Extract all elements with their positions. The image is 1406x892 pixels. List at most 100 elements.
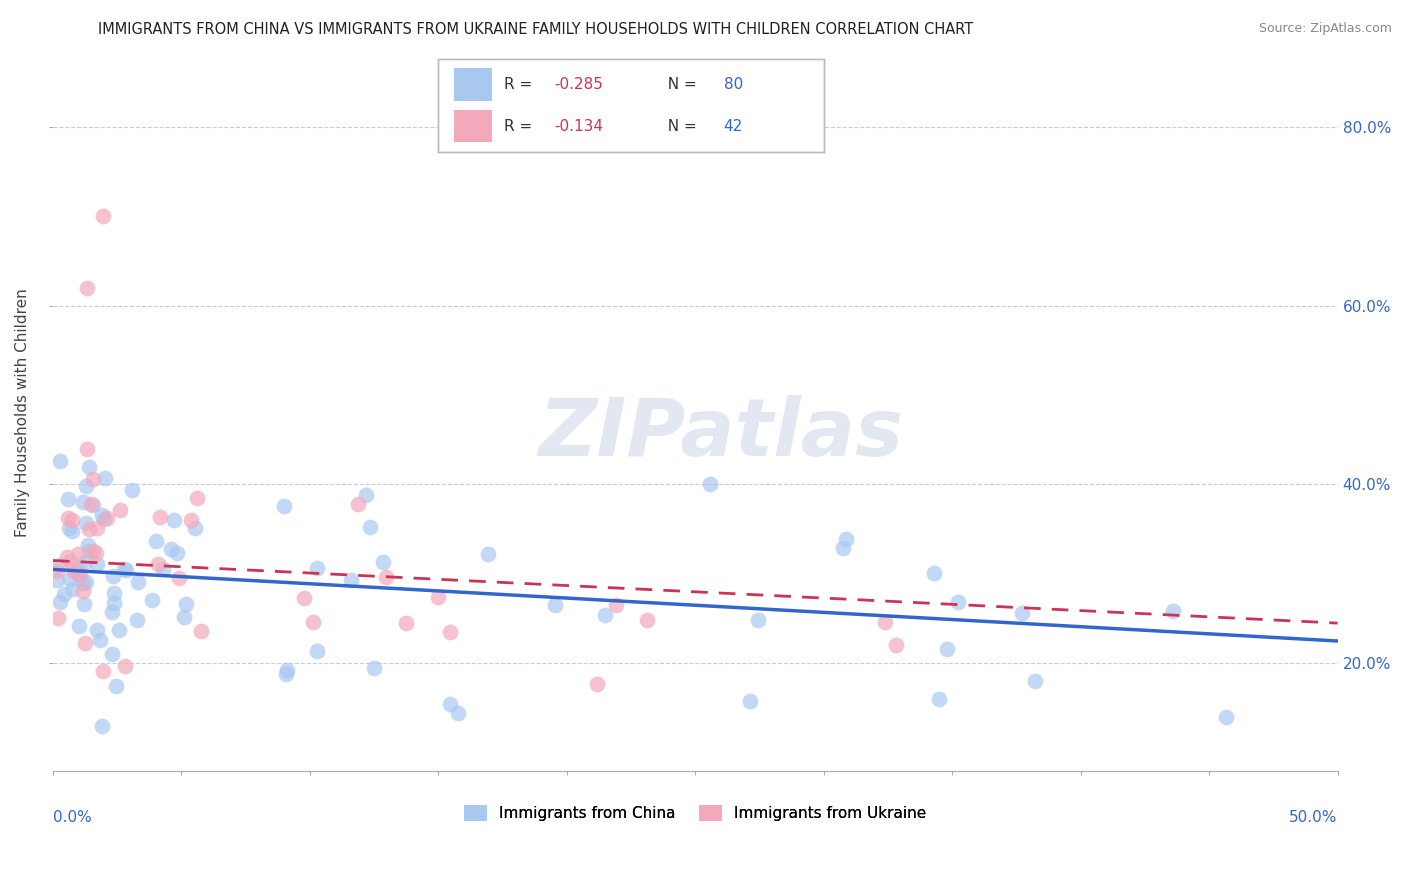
- Point: [75, 516, 97, 531]
- Point: [163, 513, 186, 527]
- Point: [832, 541, 855, 555]
- Point: [347, 497, 370, 511]
- Point: [46, 611, 69, 625]
- Point: [59, 572, 82, 586]
- Point: [60, 524, 83, 539]
- Point: [96, 511, 118, 525]
- Point: [91, 209, 114, 223]
- Point: [84, 546, 107, 560]
- Point: [90, 508, 112, 522]
- Point: [160, 541, 183, 556]
- Point: [363, 661, 385, 675]
- Point: [77, 459, 100, 474]
- Point: [82, 499, 104, 513]
- Point: [91, 664, 114, 678]
- Point: [340, 573, 363, 587]
- Text: IMMIGRANTS FROM CHINA VS IMMIGRANTS FROM UKRAINE FAMILY HOUSEHOLDS WITH CHILDREN: IMMIGRANTS FROM CHINA VS IMMIGRANTS FROM…: [98, 22, 974, 37]
- Point: [59, 553, 82, 567]
- Point: [49, 454, 72, 468]
- Point: [121, 483, 143, 497]
- Point: [58, 521, 80, 535]
- Point: [148, 509, 170, 524]
- Point: [48, 595, 70, 609]
- Point: [72, 495, 94, 509]
- Point: [359, 520, 381, 534]
- Point: [145, 533, 167, 548]
- Point: [1161, 604, 1184, 618]
- Point: [184, 521, 207, 535]
- Point: [86, 557, 108, 571]
- Point: [148, 558, 170, 572]
- Point: [305, 643, 328, 657]
- Point: [52, 587, 75, 601]
- Point: [56, 510, 79, 524]
- Point: [447, 706, 470, 720]
- Point: [46, 564, 69, 578]
- Point: [56, 492, 79, 507]
- Point: [75, 575, 97, 590]
- Point: [69, 567, 91, 582]
- Point: [76, 281, 98, 295]
- Point: [738, 694, 761, 708]
- Point: [946, 595, 969, 609]
- Point: [72, 575, 94, 590]
- Text: Source: ZipAtlas.com: Source: ZipAtlas.com: [1258, 22, 1392, 36]
- Point: [75, 635, 97, 649]
- Point: [1215, 710, 1237, 724]
- Point: [115, 563, 138, 577]
- Point: [354, 487, 377, 501]
- Point: [103, 596, 125, 610]
- Point: [62, 564, 84, 578]
- Point: [90, 719, 112, 733]
- Point: [82, 544, 104, 558]
- Point: [292, 591, 315, 605]
- Legend: Immigrants from China, Immigrants from Ukraine: Immigrants from China, Immigrants from U…: [458, 799, 932, 828]
- Point: [114, 658, 136, 673]
- Point: [307, 561, 329, 575]
- Point: [152, 561, 174, 575]
- Point: [72, 584, 94, 599]
- Point: [586, 677, 609, 691]
- Point: [89, 633, 111, 648]
- Point: [86, 623, 108, 637]
- Point: [67, 562, 90, 576]
- Point: [82, 472, 104, 486]
- Text: ZIPatlas: ZIPatlas: [538, 395, 904, 474]
- Point: [173, 609, 195, 624]
- Point: [80, 497, 103, 511]
- Point: [46, 573, 69, 587]
- Point: [141, 592, 163, 607]
- Point: [77, 522, 100, 536]
- Point: [66, 547, 89, 561]
- Point: [186, 491, 208, 505]
- Point: [180, 513, 202, 527]
- Point: [62, 582, 84, 597]
- Point: [100, 605, 122, 619]
- Point: [56, 549, 79, 564]
- Point: [75, 479, 97, 493]
- Point: [103, 586, 125, 600]
- Point: [67, 566, 90, 581]
- Point: [127, 574, 149, 589]
- Point: [67, 619, 90, 633]
- Point: [167, 571, 190, 585]
- Point: [544, 598, 567, 612]
- Point: [936, 642, 959, 657]
- Point: [93, 511, 115, 525]
- Point: [49, 558, 72, 573]
- Point: [374, 570, 396, 584]
- Y-axis label: Family Households with Children: Family Households with Children: [15, 288, 30, 537]
- Point: [873, 615, 896, 630]
- Point: [125, 613, 148, 627]
- Point: [190, 624, 212, 638]
- Point: [73, 555, 96, 569]
- Point: [100, 647, 122, 661]
- Point: [76, 538, 98, 552]
- Point: [166, 546, 188, 560]
- Point: [1024, 673, 1046, 688]
- Point: [76, 442, 98, 456]
- Point: [104, 679, 127, 693]
- Point: [605, 598, 627, 612]
- Point: [427, 590, 450, 604]
- Text: 50.0%: 50.0%: [1289, 810, 1337, 825]
